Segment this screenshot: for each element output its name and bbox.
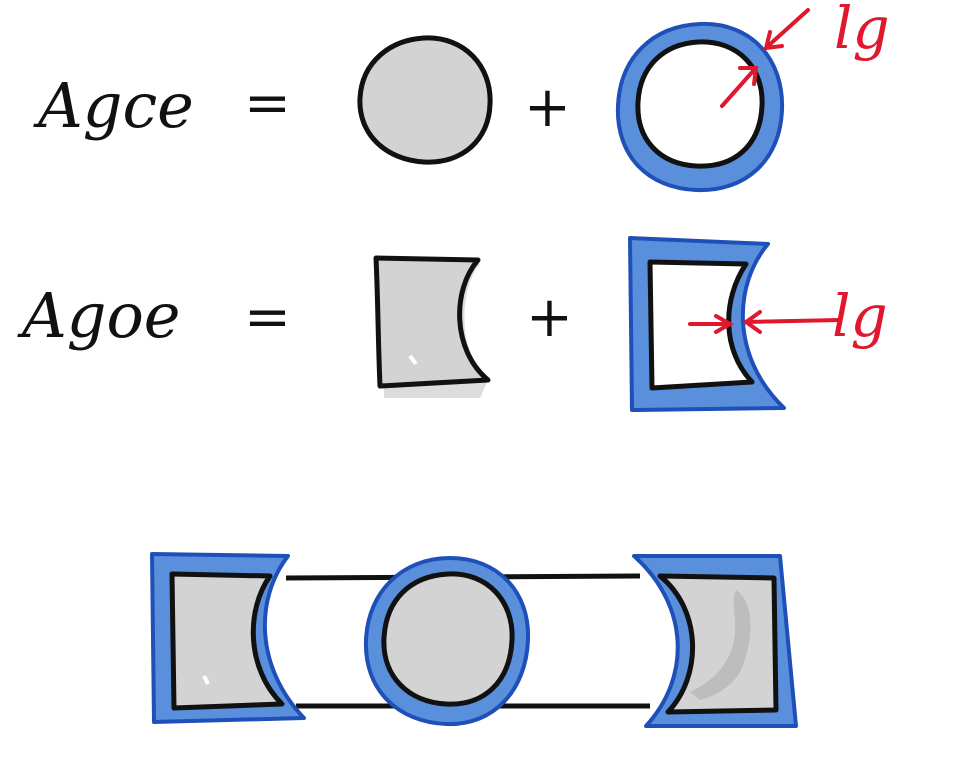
center-gray-circle [381,571,515,707]
lhs-label-agoe: Agoe [17,279,180,352]
left-arrow-head [714,314,735,334]
inner-arrow-head [738,66,759,86]
plus-sign-row-1: + [524,75,571,140]
inner-arrow-line [720,68,756,108]
thickness-arrows-row-2 [688,310,842,334]
thickness-arrows-row-1 [720,8,810,108]
assembled-composite [150,552,798,728]
left-block-highlight [202,675,210,685]
shell-inner-outline [647,259,755,391]
lg-annotation-row-1: lg [834,0,890,62]
right-arrow-line [744,318,842,324]
right-arrow-head [742,310,762,334]
equals-sign-row-2: = [244,285,291,350]
block-highlight [408,354,418,366]
equation-row-2: Agoe = + lg [17,236,888,412]
equation-row-1: Agce = + lg [33,0,890,193]
plus-sign-row-2: + [526,285,573,350]
outer-arrow-line [766,8,810,48]
lg-annotation-row-2: lg [832,282,888,350]
outer-arrow-head [763,30,784,51]
equals-sign-row-1: = [244,71,291,136]
left-gray-block [169,571,285,711]
gray-concave-block [373,255,491,389]
lhs-label-agce: Agce [33,69,194,142]
right-block-shading [690,590,751,700]
gray-circle-particle [357,35,493,165]
ring-inner-outline [635,39,765,169]
